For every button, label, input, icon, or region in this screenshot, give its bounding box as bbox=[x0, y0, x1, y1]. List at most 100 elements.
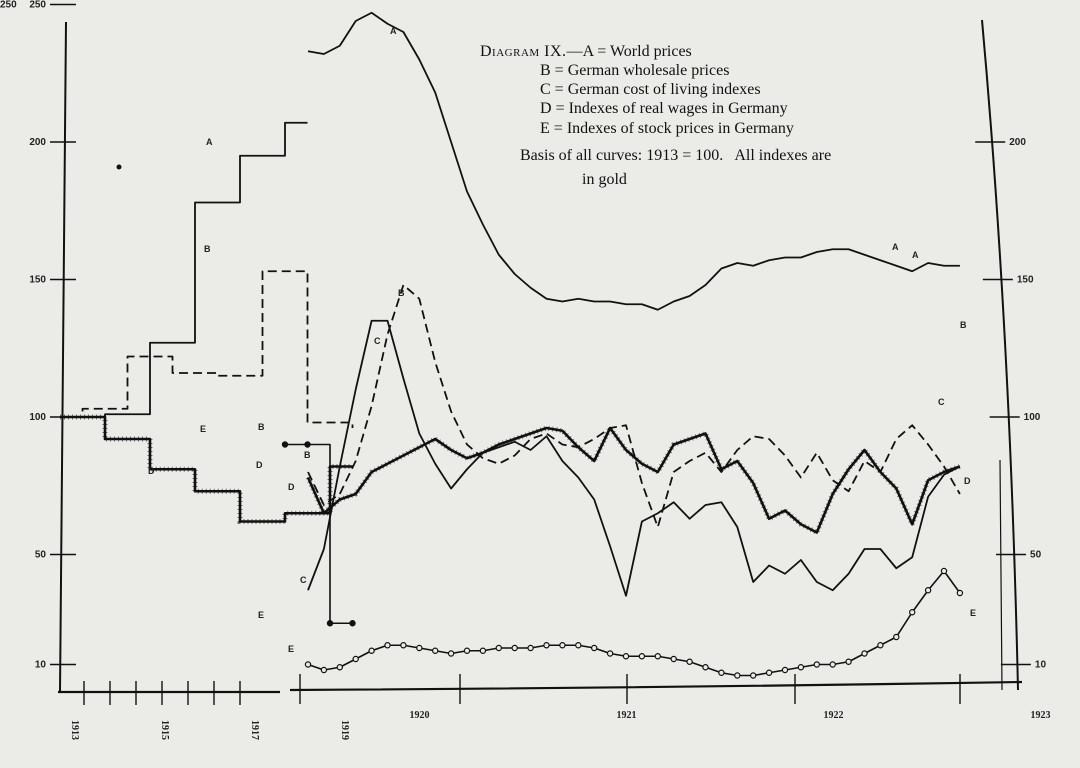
left-tick-label: 50 bbox=[35, 550, 47, 561]
monthly-series-e-point bbox=[940, 567, 948, 575]
monthly-series-e-point bbox=[718, 669, 725, 676]
monthly-series-e-label: E bbox=[288, 644, 294, 654]
monthly-series-b-annotation: B bbox=[398, 288, 405, 298]
monthly-series-e-point bbox=[765, 669, 773, 676]
monthly-series-d-label: D bbox=[288, 482, 295, 492]
annual-series-e-point bbox=[281, 441, 289, 448]
monthly-series-e-point bbox=[463, 647, 471, 654]
monthly-series-e-point bbox=[686, 658, 693, 665]
monthly-series-e-point bbox=[924, 587, 932, 594]
legend-text-d: Indexes of real wages in Germany bbox=[569, 100, 788, 117]
caption-line-e: E = Indexes of stock prices in Germany bbox=[540, 120, 794, 137]
left-tick-label: 10 bbox=[35, 660, 47, 671]
x-axis bbox=[58, 680, 1023, 694]
monthly-series-e-point bbox=[622, 653, 630, 660]
monthly-series-e-point bbox=[384, 642, 391, 649]
monthly-series-e-point bbox=[956, 589, 964, 597]
monthly-x-label: 1921 bbox=[617, 710, 637, 721]
axes bbox=[58, 19, 1023, 694]
legend-key-c: C bbox=[540, 81, 551, 98]
legend-key-b: B bbox=[540, 62, 551, 79]
monthly-series-e-point bbox=[893, 633, 900, 641]
right-axis-inner bbox=[999, 459, 1003, 691]
monthly-series-e-point bbox=[495, 644, 502, 652]
monthly-series-e-point bbox=[575, 642, 582, 649]
monthly-series-c-annotation: C bbox=[938, 397, 945, 407]
annual-series-e-line bbox=[285, 443, 353, 625]
caption-line-c: C = German cost of living indexes bbox=[540, 81, 761, 98]
monthly-series-e-point bbox=[400, 642, 407, 649]
monthly-series-e-point bbox=[320, 666, 328, 674]
monthly-series-e-point bbox=[638, 653, 646, 660]
legend-text-b: German wholesale prices bbox=[568, 62, 730, 79]
caption-basis-line1: Basis of all curves: 1913 = 100. All ind… bbox=[520, 147, 831, 164]
monthly-series-e-point bbox=[432, 647, 439, 654]
right-axis-ticks: 250 200 150 100 50 10 bbox=[0, 0, 1046, 671]
caption-line-a: Diagram IX.—A = World prices bbox=[480, 43, 692, 60]
monthly-series-e-point bbox=[670, 655, 677, 663]
annual-series-b-line bbox=[60, 270, 354, 428]
monthly-series-e-annotation: E bbox=[970, 608, 976, 618]
x-axis-labels: 1913 1915 1917 1919 1920 1921 1922 1923 bbox=[69, 710, 1051, 740]
monthly-series-e-point bbox=[702, 664, 709, 671]
monthly-series-e-point bbox=[352, 655, 359, 663]
left-axis bbox=[59, 21, 67, 693]
caption: Diagram IX.—A = World prices B = German … bbox=[480, 43, 831, 188]
annual-series-a-label: A bbox=[206, 137, 213, 147]
monthly-x-label: 1922 bbox=[824, 710, 844, 721]
monthly-series-c-annotation: C bbox=[374, 336, 381, 346]
monthly-series-e-point bbox=[447, 650, 455, 657]
x-axis-ticks bbox=[83, 674, 961, 705]
monthly-series-d-dots bbox=[305, 423, 961, 536]
monthly-series-c-label: C bbox=[300, 575, 307, 585]
left-tick-label: 200 bbox=[29, 137, 46, 148]
monthly-series-e-point bbox=[559, 642, 566, 649]
annual-series-e-point bbox=[349, 620, 356, 627]
annual-series-d-dots bbox=[60, 414, 353, 524]
monthly-series-a-line bbox=[307, 11, 960, 311]
monthly-series-e-point bbox=[654, 653, 662, 660]
monthly-series-e-point bbox=[813, 661, 821, 668]
right-axis bbox=[981, 19, 1019, 691]
left-tick-label: 150 bbox=[29, 275, 46, 286]
monthly-series-e-point bbox=[909, 609, 916, 616]
annual-series-d-end-label: D bbox=[256, 460, 263, 470]
monthly-series-e-point bbox=[304, 661, 312, 668]
caption-basis-line2: in gold bbox=[582, 171, 627, 188]
monthly-series-e-point bbox=[877, 642, 884, 649]
monthly-series-e-point bbox=[845, 658, 852, 665]
monthly-series-e-point bbox=[543, 642, 550, 649]
left-tick-label: 100 bbox=[29, 412, 46, 423]
annual-series-b-label: B bbox=[204, 244, 211, 254]
monthly-series-b-label: B bbox=[304, 450, 311, 460]
caption-title: Diagram IX. bbox=[480, 43, 567, 60]
monthly-x-label: 1923 bbox=[1031, 710, 1051, 721]
legend-key-d: D bbox=[540, 100, 552, 117]
right-tick-label: 100 bbox=[1024, 412, 1041, 423]
right-tick-label: 50 bbox=[1030, 550, 1042, 561]
annual-series-e-point bbox=[304, 441, 311, 448]
annual-series: A B D E B D E bbox=[60, 121, 356, 627]
legend-text-c: German cost of living indexes bbox=[568, 81, 761, 98]
monthly-series-c-line bbox=[307, 319, 961, 597]
annual-x-label: 1917 bbox=[249, 720, 260, 740]
right-tick-label: 10 bbox=[1035, 660, 1047, 671]
monthly-series-e-point bbox=[606, 650, 614, 657]
monthly-series-e-point bbox=[734, 672, 741, 679]
legend-key-e: E bbox=[540, 120, 550, 137]
monthly-series-e-point bbox=[750, 672, 757, 679]
annual-series-d-label: D bbox=[148, 466, 155, 476]
monthly-series-e-point bbox=[781, 666, 789, 674]
annual-x-label: 1913 bbox=[69, 720, 80, 740]
right-tick-label: 200 bbox=[1009, 137, 1026, 148]
monthly-series-e-point bbox=[829, 661, 836, 668]
monthly-series-a-annotation: A bbox=[892, 242, 899, 252]
legend-text-a: World prices bbox=[610, 43, 692, 60]
legend-text-e: Indexes of stock prices in Germany bbox=[567, 120, 794, 137]
monthly-series-a-label: A bbox=[390, 26, 397, 36]
monthly-series-e-point bbox=[861, 650, 868, 657]
monthly-series-e-point bbox=[416, 644, 423, 652]
